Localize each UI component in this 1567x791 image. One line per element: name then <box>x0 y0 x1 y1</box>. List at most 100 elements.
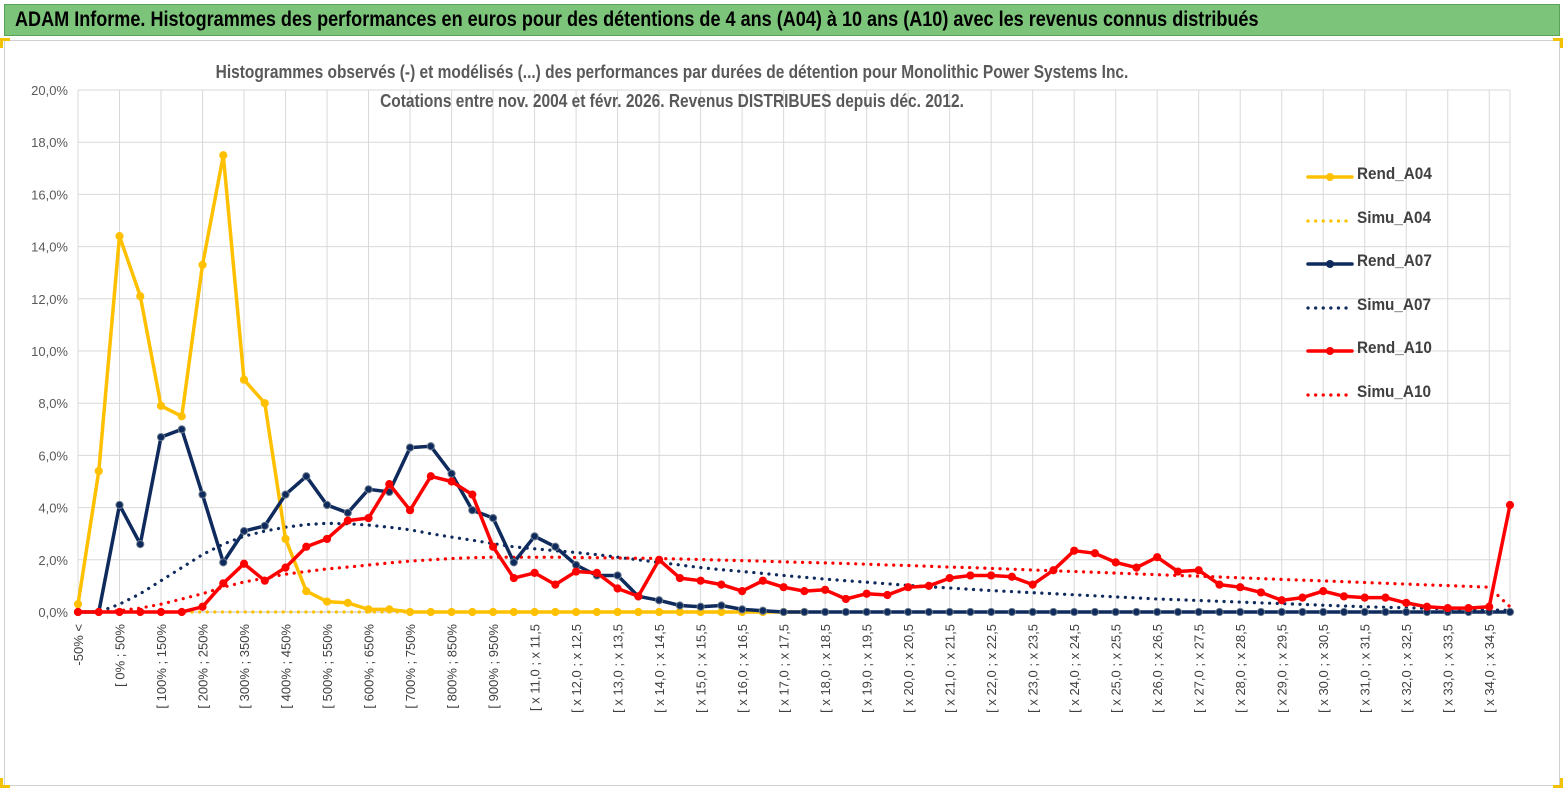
data-point-rend-a10 <box>800 587 809 596</box>
data-point-rend-a04 <box>260 399 269 408</box>
data-point-rend-a10 <box>841 594 850 604</box>
y-tick-label: 10,0% <box>31 344 68 359</box>
x-tick-label: [ x 12,0 ; x 12,5 <box>569 624 584 713</box>
data-point-rend-a07 <box>530 532 539 541</box>
chart-grid <box>77 89 1511 613</box>
data-point-rend-a07 <box>862 607 871 617</box>
data-point-rend-a07 <box>655 596 664 605</box>
x-tick-label: [ x 31,0 ; x 31,5 <box>1358 624 1373 713</box>
x-tick-label: [ x 11,0 ; x 11,5 <box>528 624 543 711</box>
data-point-rend-a07 <box>1194 607 1203 617</box>
data-point-rend-a10 <box>509 573 518 583</box>
data-point-rend-a10 <box>696 576 705 585</box>
data-point-rend-a07 <box>198 490 207 499</box>
data-point-rend-a04 <box>385 605 394 614</box>
data-point-rend-a07 <box>1028 607 1037 617</box>
data-point-rend-a10 <box>115 607 124 617</box>
data-point-rend-a07 <box>758 606 767 615</box>
data-point-rend-a07 <box>1111 607 1120 617</box>
data-point-rend-a07 <box>1153 607 1162 617</box>
data-point-rend-a07 <box>1132 607 1141 617</box>
data-point-rend-a10 <box>1194 566 1203 575</box>
y-tick-label: 2,0% <box>38 553 68 568</box>
data-point-rend-a04 <box>343 598 352 607</box>
data-point-rend-a10 <box>177 607 186 617</box>
data-point-rend-a07 <box>364 485 373 494</box>
data-point-rend-a07 <box>488 513 498 523</box>
data-point-rend-a07 <box>1256 607 1266 617</box>
x-tick-label: [ x 24,0 ; x 24,5 <box>1067 624 1082 713</box>
data-point-rend-a07 <box>219 558 228 567</box>
data-point-rend-a07 <box>281 490 290 499</box>
legend-swatch <box>1306 347 1354 355</box>
x-tick-label: [ x 17,0 ; x 17,5 <box>777 624 792 713</box>
data-point-rend-a07 <box>1049 607 1058 617</box>
data-point-rend-a10 <box>260 576 269 585</box>
data-point-rend-a10 <box>655 555 664 564</box>
legend-item-simu-a10: Simu_A10 <box>1300 376 1450 406</box>
data-point-rend-a04 <box>571 607 581 617</box>
data-point-rend-a07 <box>613 571 622 580</box>
data-point-rend-a10 <box>426 472 435 481</box>
y-tick-label: 16,0% <box>31 187 68 202</box>
data-point-rend-a07 <box>136 540 145 549</box>
data-point-rend-a10 <box>592 568 601 577</box>
data-point-rend-a04 <box>156 401 166 410</box>
data-point-rend-a10 <box>779 583 788 592</box>
data-point-rend-a07 <box>468 506 477 515</box>
y-tick-label: 4,0% <box>38 501 68 516</box>
data-point-rend-a07 <box>987 607 996 617</box>
data-point-rend-a04 <box>509 607 518 617</box>
data-point-rend-a07 <box>1090 607 1100 617</box>
data-point-rend-a10 <box>717 580 726 589</box>
data-point-rend-a10 <box>94 607 103 617</box>
data-point-rend-a04 <box>426 607 435 617</box>
frame-corner-top-left <box>0 38 10 48</box>
data-point-rend-a10 <box>1236 583 1245 592</box>
x-tick-label: [ x 30,0 ; x 30,5 <box>1316 624 1331 713</box>
x-tick-label: [ 100% ; 150% <box>154 624 169 709</box>
data-point-rend-a10 <box>1215 580 1224 589</box>
x-tick-label: [ x 19,0 ; x 19,5 <box>860 624 875 713</box>
legend-item-rend-a07: Rend_A07 <box>1300 245 1450 275</box>
data-point-rend-a07 <box>1505 607 1515 617</box>
data-point-rend-a10 <box>1070 546 1079 555</box>
data-point-rend-a07 <box>1236 607 1245 617</box>
data-point-rend-a10 <box>1505 500 1515 510</box>
data-point-rend-a04 <box>613 607 622 617</box>
x-tick-label: [ 500% ; 550% <box>320 624 335 709</box>
data-point-rend-a04 <box>177 412 186 421</box>
data-point-rend-a10 <box>239 559 249 568</box>
data-point-rend-a10 <box>1298 593 1307 602</box>
data-point-rend-a10 <box>322 534 332 544</box>
legend-label: Simu_A10 <box>1357 381 1431 401</box>
data-point-rend-a07 <box>800 607 809 617</box>
data-point-rend-a07 <box>405 443 415 452</box>
legend-label: Rend_A07 <box>1357 251 1432 270</box>
data-point-rend-a10 <box>634 592 643 601</box>
x-tick-label: [ x 28,0 ; x 28,5 <box>1233 624 1248 713</box>
x-tick-label: [ 400% ; 450% <box>279 624 294 709</box>
x-tick-label: -50% < <box>71 624 86 666</box>
data-point-rend-a10 <box>904 583 913 592</box>
data-point-rend-a10 <box>1339 592 1349 601</box>
legend-swatch <box>1306 392 1354 397</box>
data-point-rend-a10 <box>343 516 352 525</box>
data-point-rend-a07 <box>1339 607 1349 617</box>
data-point-rend-a07 <box>177 425 186 434</box>
data-point-rend-a07 <box>779 607 788 617</box>
data-point-rend-a10 <box>1443 603 1452 613</box>
data-point-rend-a04 <box>302 587 311 596</box>
legend-swatch <box>1306 305 1354 310</box>
data-point-rend-a10 <box>758 576 767 585</box>
data-point-rend-a04 <box>655 607 664 617</box>
data-point-rend-a07 <box>322 500 332 510</box>
data-point-rend-a10 <box>1319 587 1328 596</box>
data-point-rend-a10 <box>447 477 456 486</box>
x-tick-label: [ x 22,0 ; x 22,5 <box>984 624 999 713</box>
data-point-rend-a07 <box>115 500 124 510</box>
data-point-rend-a10 <box>1132 563 1141 572</box>
data-point-rend-a07 <box>447 469 456 478</box>
x-tick-label: [ 800% ; 850% <box>445 624 460 709</box>
data-point-rend-a10 <box>862 589 871 598</box>
